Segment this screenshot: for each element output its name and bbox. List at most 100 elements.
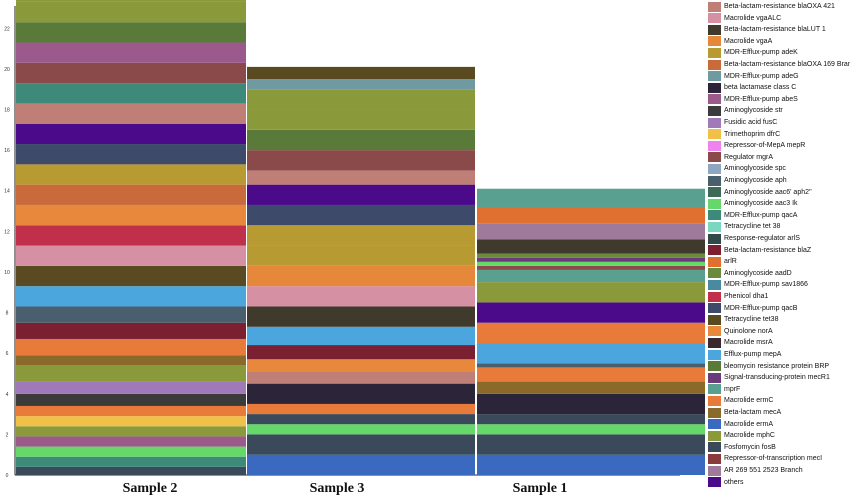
legend-label: Quinolone norA (724, 327, 773, 335)
bar-segment: others (477, 302, 705, 323)
bar-segment: Beta-lactam-resistance blaZ (16, 322, 246, 339)
bar-segment: Beta-lactam-resistance blaZ (247, 345, 475, 360)
legend-item: Efflux-pump mepA (708, 349, 781, 360)
bar-segment: Efflux-pump mepA (16, 286, 246, 307)
x-tick-label-sample-1: Sample 1 (512, 481, 568, 496)
legend-item: Macrolide vgaA (708, 36, 772, 47)
legend-label: MDR-Efflux-pump qacB (724, 304, 798, 312)
legend-swatch (708, 140, 721, 151)
bar-segment: Efflux-pump mepA (477, 343, 705, 364)
legend-label: Aminoglycoside aac3 Ik (724, 200, 798, 208)
bar-segment: beta lactamase class C (477, 393, 705, 415)
y-tick-label: 4 (6, 392, 9, 398)
legend-label: bleomycin resistance protein BRP (724, 362, 830, 370)
legend-swatch (708, 210, 721, 221)
legend-label: MDR-Efflux-pump qacA (724, 211, 798, 219)
legend-label: MDR-Efflux-pump abeS (724, 95, 798, 103)
bar-segment: Beta-lactam-resistance blaLUT 1 (477, 239, 705, 254)
legend-item: Aminoglycoside aadD (708, 268, 792, 279)
bar-segment: Regulator mgrA (477, 265, 705, 270)
legend-label: Trimethoprim dfrC (724, 130, 781, 138)
legend-label: Beta-lactam-resistance blaZ (724, 246, 812, 254)
bar-segment: Macrolide mphC (247, 89, 475, 110)
legend-label: MDR-Efflux-pump adeK (724, 49, 798, 57)
bar-segment: MDR-Efflux-pump adeK (247, 245, 475, 266)
bar-segment: Macrolide vgaALC (247, 286, 475, 307)
legend-swatch (708, 291, 721, 302)
bar-segment: MDR-Efflux-pump qacA (16, 456, 246, 467)
bar-segment: MDR-Efflux-pump qacA (16, 83, 246, 104)
legend-item: Macrolide vgaALC (708, 13, 781, 24)
bar-segment: Tetracycline tet38 (16, 265, 246, 287)
bar-segment: bleomycin resistance protein BRP (247, 129, 475, 151)
legend-label: AR 269 551 2523 Branch (724, 467, 803, 474)
legend-label: mprF (724, 385, 741, 393)
bar-segment: MDR-Efflux-pump adeG (247, 79, 475, 90)
bar-segment: MDR-Efflux-pump adeK (16, 164, 246, 185)
bar-segment: Fusidic acid fusC (16, 381, 246, 394)
legend-swatch (708, 442, 721, 453)
legend-item: Aminoglycoside aac3 Ik (708, 198, 798, 209)
legend-label: Efflux-pump mepA (724, 351, 782, 358)
legend-item: beta lactamase class C (708, 82, 796, 93)
legend-item: arlR (708, 256, 737, 267)
bar-segment: MDR-Efflux-pump adeK (247, 225, 475, 246)
legend-item: Macrolide mphC (708, 430, 775, 441)
legend-item: Repressor-of-MepA mepR (708, 140, 805, 151)
legend-item: Macrolide ermA (708, 419, 773, 430)
bar-segment: MDR-Efflux-pump qacB (16, 144, 246, 165)
legend-swatch (708, 94, 721, 105)
legend-label: Aminoglycoside str (724, 107, 783, 115)
legend-label: Response-regulator arlS (724, 235, 800, 242)
x-tick-label-sample-3: Sample 3 (309, 481, 365, 496)
legend-item: Beta-lactam-resistance blaZ (708, 245, 811, 256)
bar-segment: Signal-transducing-protein mecR1 (477, 257, 705, 262)
legend-item: MDR-Efflux-pump sav1866 (708, 279, 808, 290)
legend-item: MDR-Efflux-pump adeK (708, 47, 798, 58)
bar-stack-sample-1: Macrolide ermAFosfomycin fosBAminoglycos… (477, 188, 705, 475)
legend-item: AR 269 551 2523 Branch (708, 465, 803, 476)
bar-segment: Aminoglycoside aac3 Ik (477, 261, 705, 266)
legend-item: Beta-lactam-resistance blaOXA 421 (708, 1, 835, 12)
legend-item: MDR-Efflux-pump adeG (708, 71, 799, 82)
legend-label: Aminoglycoside aac6' aph2'' (724, 188, 812, 196)
bar-segment: Beta-lactam-resistance blaOXA 421 (247, 371, 475, 384)
legend-item: Beta-lactam-resistance blaLUT 1 (708, 24, 826, 35)
bar-segment: Aminoglycoside aph (477, 363, 705, 368)
legend-item: Aminoglycoside aph (708, 175, 787, 186)
legend-item: others (708, 477, 743, 488)
legend-swatch (708, 477, 721, 488)
bar-segment: Fosfomycin fosB (247, 434, 475, 455)
bar-segment: Macrolide mphC (16, 0, 246, 2)
legend-item: Fusidic acid fusC (708, 117, 777, 128)
legend-swatch (708, 430, 721, 441)
legend-swatch (708, 82, 721, 93)
legend-item: Tetracycline tet38 (708, 314, 778, 325)
bar-segment: beta lactamase class C (247, 383, 475, 404)
legend-item: bleomycin resistance protein BRP (708, 361, 829, 372)
legend-label: arlR (724, 258, 737, 266)
legend-label: Macrolide ermA (724, 420, 774, 428)
legend-swatch (708, 24, 721, 35)
legend-label: Macrolide ermC (724, 397, 774, 405)
legend-label: Fusidic acid fusC (724, 119, 778, 126)
bar-segment: Macrolide ermA (247, 454, 475, 475)
legend-label: Aminoglycoside spc (724, 165, 786, 173)
bar-segment: Macrolide vgaALC (16, 245, 246, 266)
legend-item: Signal-transducing-protein mecR1 (708, 372, 830, 383)
y-tick-label: 14 (4, 189, 10, 195)
legend-item: mprF (708, 384, 740, 395)
legend-item: MDR-Efflux-pump qacB (708, 303, 797, 314)
legend-swatch (708, 152, 721, 163)
legend-swatch (708, 59, 721, 70)
legend-item: Aminoglycoside aac6' aph2'' (708, 187, 812, 198)
bar-segment: arlR (477, 206, 705, 224)
legend-label: beta lactamase class C (724, 84, 797, 92)
legend-swatch (708, 314, 721, 325)
legend-swatch (708, 419, 721, 430)
legend: Beta-lactam-resistance blaOXA 421 Macroli… (708, 0, 850, 501)
legend-item: MDR-Efflux-pump abeS (708, 94, 798, 105)
bar-segment: MDR-Efflux-pump qacB (247, 204, 475, 226)
bar-segment: Beta-lactam-resistance blaLUT 1 (247, 306, 475, 327)
bar-segment: Macrolide mphC (16, 365, 246, 382)
